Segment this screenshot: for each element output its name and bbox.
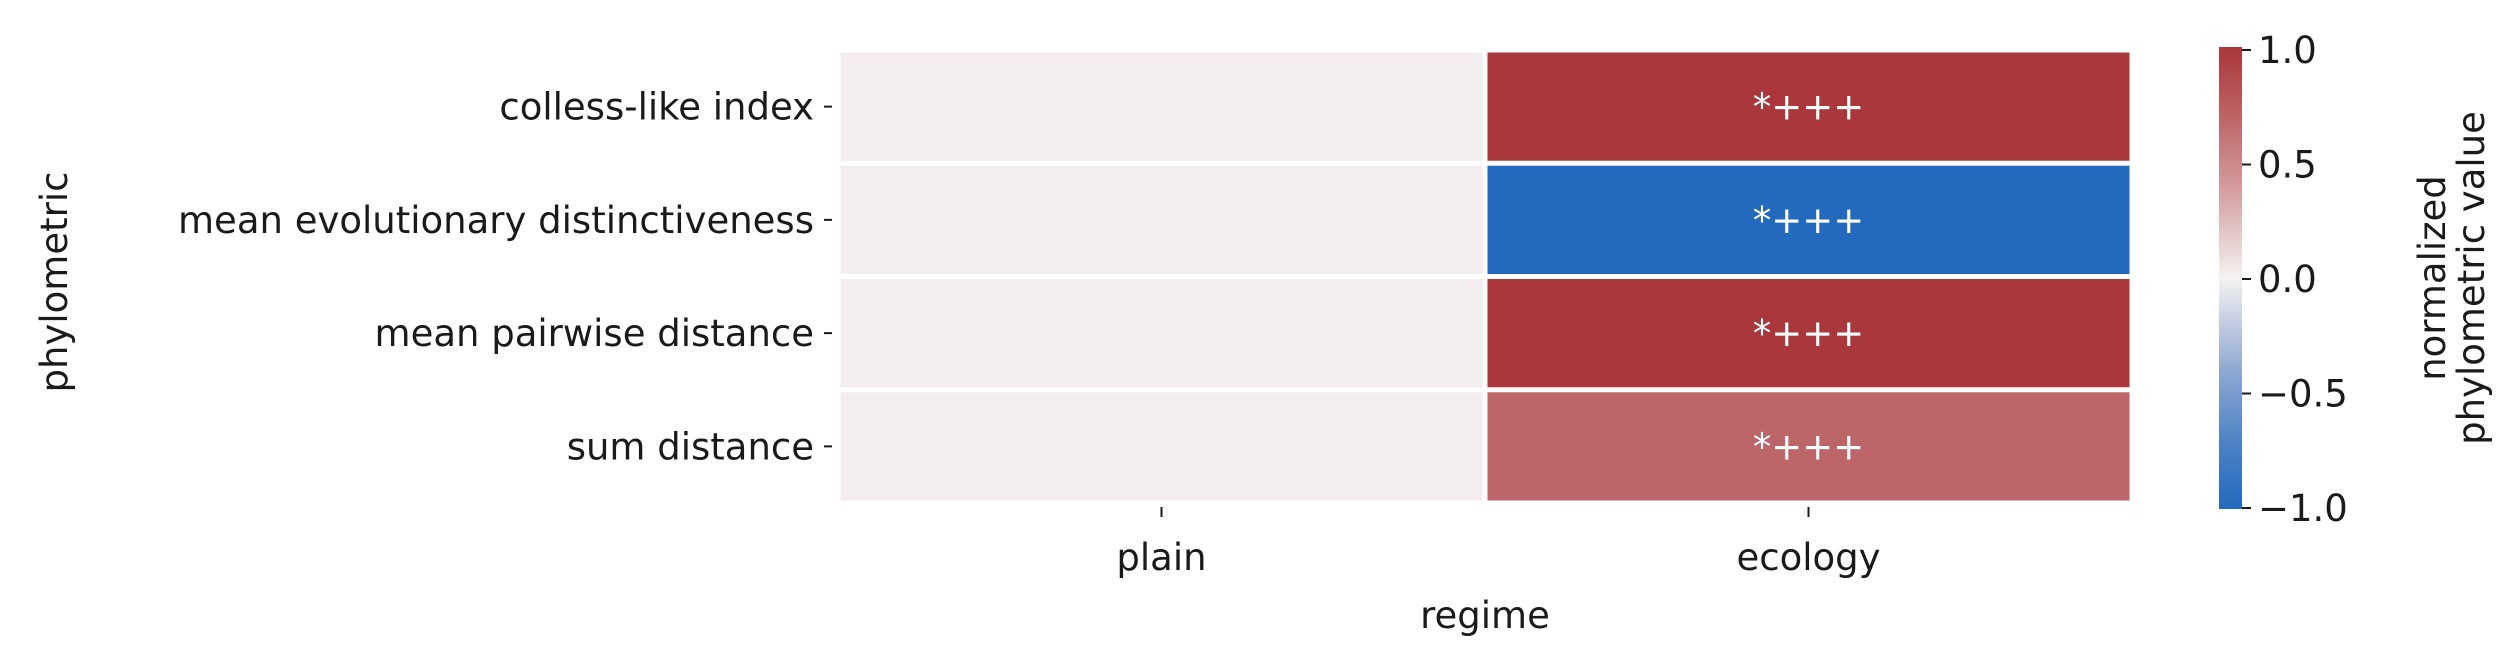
x-axis: plain ecology xyxy=(1116,507,1881,579)
heatmap-cell xyxy=(840,392,1483,501)
heatmap-cell xyxy=(840,52,1483,161)
heatmap-cell xyxy=(1487,52,2130,161)
colorbar-tick-label: 1.0 xyxy=(2258,29,2317,72)
heatmap-cells xyxy=(840,52,2130,501)
colorbar-tick-label: 0.0 xyxy=(2258,258,2317,301)
cell-annotation: *+++ xyxy=(1753,425,1865,468)
x-axis-label: regime xyxy=(1420,594,1550,637)
cell-annotation: *+++ xyxy=(1753,86,1865,129)
heatmap-cell-annotations: *+++ *+++ *+++ *+++ xyxy=(1753,86,1865,469)
y-axis: colless-like index mean evolutionary dist… xyxy=(178,86,832,468)
y-tick-label: sum distance xyxy=(567,425,814,468)
heatmap-cell xyxy=(1487,165,2130,274)
heatmap-cell xyxy=(1487,392,2130,501)
colorbar-label-line-1: normalized xyxy=(2411,175,2454,381)
heatmap-cell xyxy=(1487,279,2130,388)
colorbar-tick-label: −1.0 xyxy=(2258,487,2348,530)
heatmap-cell xyxy=(840,165,1483,274)
cell-annotation: *+++ xyxy=(1753,312,1865,355)
colorbar-gradient xyxy=(2219,47,2242,509)
colorbar-tick-label: −0.5 xyxy=(2258,373,2348,416)
y-tick-label: colless-like index xyxy=(499,86,814,129)
x-tick-label: plain xyxy=(1116,536,1206,579)
cell-annotation: *+++ xyxy=(1753,199,1865,242)
colorbar: 1.0 0.5 0.0 −0.5 −1.0 normalized phylometric… xyxy=(2219,29,2493,530)
x-tick-label: ecology xyxy=(1736,536,1880,579)
y-axis-label: phylometric xyxy=(33,172,76,393)
heatmap-cell xyxy=(840,279,1483,388)
colorbar-label-line-2: phylometric value xyxy=(2450,111,2493,445)
colorbar-tick-label: 0.5 xyxy=(2258,144,2317,187)
y-tick-label: mean pairwise distance xyxy=(375,312,814,355)
y-tick-label: mean evolutionary distinctiveness xyxy=(178,199,814,242)
colorbar-ticks: 1.0 0.5 0.0 −0.5 −1.0 xyxy=(2242,29,2348,530)
